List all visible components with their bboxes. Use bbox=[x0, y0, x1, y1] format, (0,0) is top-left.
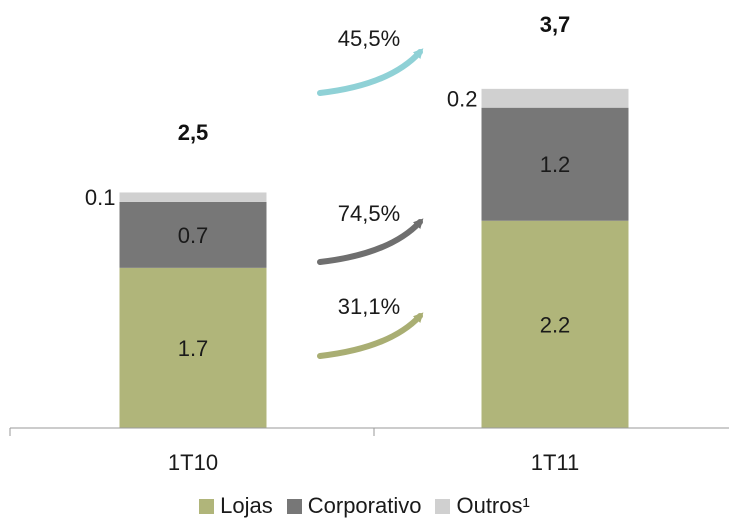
legend-label-outros: Outros¹ bbox=[456, 493, 530, 518]
bar-corporativo-1t10 bbox=[119, 201, 267, 268]
x-tick-label-1t10: 1T10 bbox=[168, 450, 218, 475]
growth-label-outros: 45,5% bbox=[338, 26, 400, 51]
legend-swatch-lojas bbox=[199, 498, 215, 514]
data-label-lojas-1t11: 2.2 bbox=[540, 312, 571, 337]
growth-arrow-lojas bbox=[317, 312, 424, 359]
bars-group bbox=[119, 88, 629, 428]
legend-swatch-outros bbox=[435, 498, 451, 514]
segment-labels-group: 1.7 0.7 0.1 2.2 1.2 0.2 bbox=[85, 86, 570, 361]
legend-swatch-corporativo bbox=[286, 498, 302, 514]
growth-arrows-group: 45,5% 74,5% 31,1% bbox=[317, 26, 424, 359]
bar-outros-1t10 bbox=[119, 192, 267, 202]
data-label-lojas-1t10: 1.7 bbox=[178, 336, 209, 361]
legend-item-corporativo: Corporativo bbox=[286, 493, 422, 519]
total-label-1t10: 2,5 bbox=[178, 120, 209, 145]
bar-lojas-1t10 bbox=[119, 267, 267, 428]
legend-label-lojas: Lojas bbox=[220, 493, 273, 518]
legend-item-lojas: Lojas bbox=[199, 493, 273, 519]
legend: Lojas Corporativo Outros¹ bbox=[0, 492, 729, 520]
x-tick-label-1t11: 1T11 bbox=[531, 450, 580, 475]
data-label-corporativo-1t10: 0.7 bbox=[178, 223, 209, 248]
growth-arrow-outros bbox=[317, 48, 424, 96]
bar-lojas-1t11 bbox=[481, 220, 629, 428]
growth-label-corporativo: 74,5% bbox=[338, 201, 400, 226]
data-label-outros-1t11: 0.2 bbox=[447, 86, 478, 111]
legend-item-outros: Outros¹ bbox=[435, 493, 530, 519]
bar-corporativo-1t11 bbox=[481, 107, 629, 221]
total-label-1t11: 3,7 bbox=[540, 12, 571, 37]
bar-outros-1t11 bbox=[481, 88, 629, 108]
growth-label-lojas: 31,1% bbox=[338, 294, 400, 319]
data-label-corporativo-1t11: 1.2 bbox=[540, 152, 571, 177]
data-label-outros-1t10: 0.1 bbox=[85, 185, 116, 210]
growth-arrow-corporativo bbox=[317, 218, 424, 265]
stacked-bar-chart: 1.70.70.12.21.20.2 45,5%74,5%31,1% 1T10 … bbox=[9, 12, 729, 475]
legend-label-corporativo: Corporativo bbox=[307, 493, 422, 518]
